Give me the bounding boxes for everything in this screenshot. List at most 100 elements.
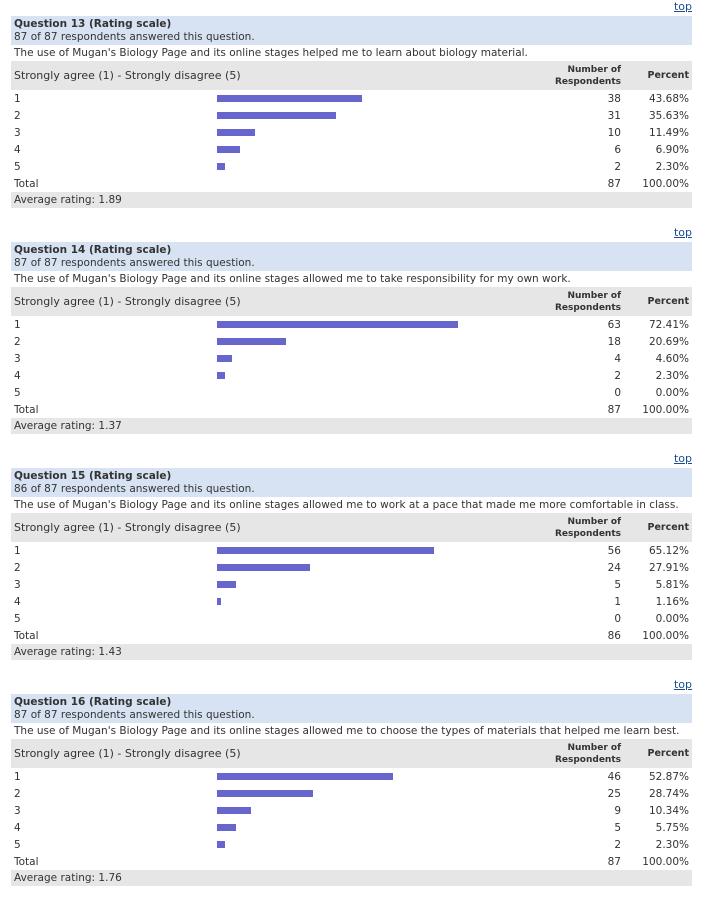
total-percent: 100.00%: [642, 855, 689, 868]
top-link[interactable]: top: [673, 0, 692, 13]
bar-cell: [214, 333, 498, 350]
top-link[interactable]: top: [673, 452, 692, 465]
rating-label: 4: [14, 821, 21, 834]
percent-value: 2.30%: [655, 160, 689, 173]
section-spacer: [11, 886, 692, 904]
response-bar: [217, 321, 459, 328]
bar-cell: [214, 819, 498, 836]
average-rating: Average rating: 1.89: [11, 192, 692, 208]
question-title: Question 14 (Rating scale): [14, 244, 172, 256]
rating-label: 2: [14, 335, 21, 348]
total-count: 86: [607, 629, 621, 642]
rating-label: 5: [14, 838, 21, 851]
respondent-count: 56: [607, 544, 621, 557]
response-bar: [217, 547, 434, 554]
bar-cell: [214, 576, 498, 593]
question-text: The use of Mugan's Biology Page and its …: [14, 725, 680, 737]
results-table: Strongly agree (1) - Strongly disagree (…: [11, 287, 692, 418]
total-label: Total: [14, 403, 39, 416]
percent-value: 72.41%: [648, 318, 689, 331]
percent-header: Percent: [647, 522, 689, 533]
total-label: Total: [14, 855, 39, 868]
response-bar: [217, 163, 225, 170]
response-bar: [217, 112, 336, 119]
percent-value: 20.69%: [648, 335, 689, 348]
results-table: Strongly agree (1) - Strongly disagree (…: [11, 61, 692, 192]
response-bar: [217, 824, 237, 831]
table-row: 2 18 20.69%: [11, 333, 692, 350]
respondent-count: 10: [607, 126, 621, 139]
table-header-row: Strongly agree (1) - Strongly disagree (…: [11, 739, 692, 768]
bar-cell: [214, 107, 498, 124]
bar-cell: [214, 627, 498, 644]
table-row: 2 31 35.63%: [11, 107, 692, 124]
response-bar: [217, 773, 394, 780]
rating-label: 5: [14, 612, 21, 625]
percent-value: 0.00%: [655, 386, 689, 399]
response-bar: [217, 581, 237, 588]
respondent-count: 31: [607, 109, 621, 122]
total-percent: 100.00%: [642, 177, 689, 190]
number-header: Number of Respondents: [554, 516, 621, 539]
bar-cell: [214, 853, 498, 870]
total-count: 87: [607, 403, 621, 416]
total-row: Total 87 100.00%: [11, 175, 692, 192]
rating-label: 1: [14, 92, 21, 105]
section-spacer: [11, 434, 692, 452]
table-row: 1 63 72.41%: [11, 316, 692, 333]
rating-label: 5: [14, 386, 21, 399]
percent-value: 1.16%: [655, 595, 689, 608]
top-link[interactable]: top: [673, 226, 692, 239]
response-bar: [217, 372, 225, 379]
percent-value: 5.75%: [655, 821, 689, 834]
response-bar: [217, 564, 310, 571]
total-label: Total: [14, 177, 39, 190]
survey-results: top Question 13 (Rating scale) 87 of 87 re…: [11, 0, 692, 904]
percent-value: 27.91%: [648, 561, 689, 574]
respondent-count: 2: [614, 369, 621, 382]
average-rating: Average rating: 1.43: [11, 644, 692, 660]
bar-cell: [214, 785, 498, 802]
respondents-answered: 86 of 87 respondents answered this quest…: [14, 483, 255, 495]
question-section: top Question 15 (Rating scale) 86 of 87 re…: [11, 452, 692, 678]
respondent-count: 0: [614, 386, 621, 399]
top-link[interactable]: top: [673, 678, 692, 691]
average-rating: Average rating: 1.76: [11, 870, 692, 886]
percent-header: Percent: [647, 70, 689, 81]
question-header: Question 13 (Rating scale) 87 of 87 respo…: [11, 16, 692, 45]
respondent-count: 24: [607, 561, 621, 574]
scale-label: Strongly agree (1) - Strongly disagree (…: [14, 69, 241, 82]
table-row: 2 24 27.91%: [11, 559, 692, 576]
number-header: Number of Respondents: [554, 742, 621, 765]
rating-label: 3: [14, 804, 21, 817]
bar-cell: [214, 401, 498, 418]
question-title: Question 15 (Rating scale): [14, 470, 172, 482]
table-row: 5 2 2.30%: [11, 158, 692, 175]
total-percent: 100.00%: [642, 629, 689, 642]
respondent-count: 2: [614, 838, 621, 851]
respondent-count: 6: [614, 143, 621, 156]
question-title: Question 13 (Rating scale): [14, 18, 172, 30]
percent-value: 11.49%: [648, 126, 689, 139]
percent-value: 10.34%: [648, 804, 689, 817]
percent-value: 28.74%: [648, 787, 689, 800]
percent-value: 6.90%: [655, 143, 689, 156]
table-row: 1 38 43.68%: [11, 90, 692, 107]
scale-label: Strongly agree (1) - Strongly disagree (…: [14, 747, 241, 760]
response-bar: [217, 807, 252, 814]
rating-label: 3: [14, 352, 21, 365]
question-section: top Question 13 (Rating scale) 87 of 87 re…: [11, 0, 692, 226]
percent-value: 4.60%: [655, 352, 689, 365]
response-bar: [217, 146, 240, 153]
number-header: Number of Respondents: [554, 64, 621, 87]
respondent-count: 5: [614, 821, 621, 834]
bar-cell: [214, 559, 498, 576]
bar-cell: [214, 158, 498, 175]
bar-cell: [214, 542, 498, 559]
table-row: 4 1 1.16%: [11, 593, 692, 610]
respondent-count: 4: [614, 352, 621, 365]
rating-label: 3: [14, 126, 21, 139]
respondent-count: 5: [614, 578, 621, 591]
bar-cell: [214, 367, 498, 384]
results-table: Strongly agree (1) - Strongly disagree (…: [11, 513, 692, 644]
